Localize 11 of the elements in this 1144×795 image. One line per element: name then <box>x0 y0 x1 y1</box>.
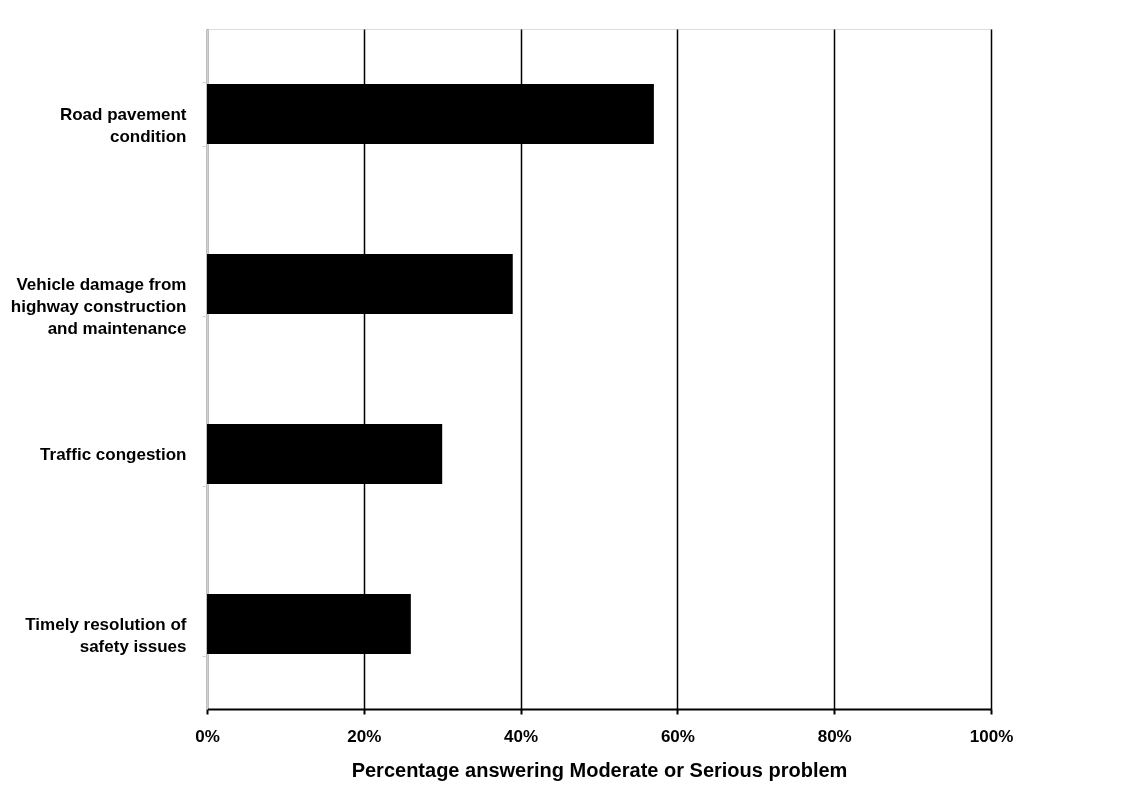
y-tick-label: Traffic congestion <box>40 444 187 464</box>
x-tick-label: 60% <box>660 726 695 746</box>
x-tick-label: 40% <box>504 726 539 746</box>
x-tick-label: 20% <box>347 726 382 746</box>
y-tick-label: Timely resolution of safety issues <box>25 614 187 656</box>
y-tick-label: Vehicle damage from highway construction and maintenance <box>10 274 187 338</box>
x-tick-label: 100% <box>969 726 1014 746</box>
x-tick-label: 0% <box>195 726 220 746</box>
x-axis-title: Percentage answering Moderate or Serious problem <box>351 758 848 781</box>
x-tick-label: 80% <box>817 726 852 746</box>
y-tick-label: Road pavement condition <box>59 104 187 146</box>
